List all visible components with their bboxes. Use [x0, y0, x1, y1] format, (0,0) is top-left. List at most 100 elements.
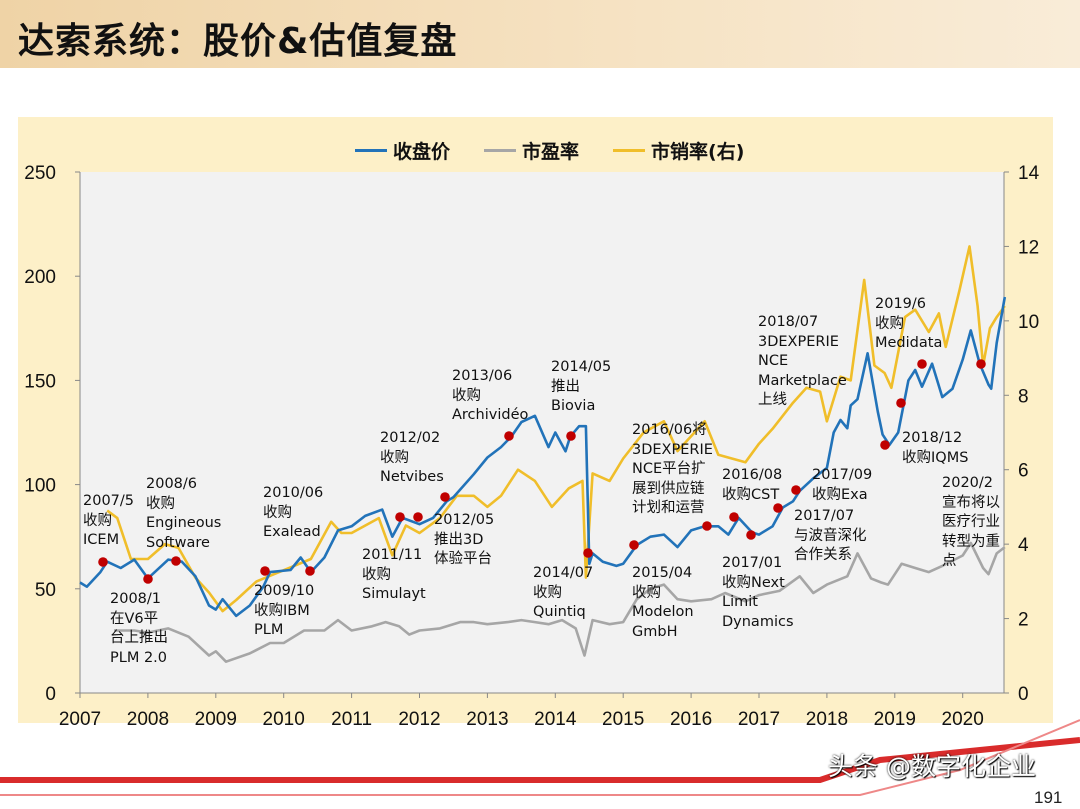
event-annotation-line: 转型为重	[942, 533, 1000, 550]
event-annotation: 2008/6 收购 Engineous Software	[146, 475, 221, 553]
event-marker	[98, 557, 108, 567]
event-annotation: 2014/05 推出 Biovia	[551, 358, 611, 417]
event-annotation-line: 收购	[362, 566, 391, 583]
x-tick-label: 2009	[195, 709, 237, 730]
event-marker	[629, 540, 639, 550]
event-annotation-line: 3DEXPERIE	[758, 333, 839, 350]
event-annotation-line: 医疗行业	[942, 514, 1000, 530]
event-annotation-line: 2015/04	[632, 565, 693, 581]
x-tick-label: 2020	[942, 709, 984, 730]
event-annotation-line: 2016/06将	[632, 422, 707, 438]
event-annotation-line: 收购	[632, 584, 661, 601]
event-annotation-line: 2014/05	[551, 359, 612, 375]
price-line	[79, 296, 1007, 618]
event-annotation-line: 点	[942, 553, 957, 569]
event-marker	[702, 521, 712, 531]
event-annotation-line: PLM	[254, 622, 284, 638]
legend: 收盘价 市盈率 市销率(右)	[355, 137, 744, 164]
event-annotation-line: PLM 2.0	[110, 649, 168, 666]
event-marker	[746, 530, 756, 540]
y-left-tick-label: 50	[35, 580, 56, 601]
event-marker	[583, 548, 593, 558]
event-annotation-line: Archividéo	[452, 407, 529, 423]
event-annotation: 2019/6 收购 Medidata	[875, 295, 942, 354]
event-annotation-line: 2020/2	[942, 475, 994, 491]
x-tick-label: 2016	[670, 709, 712, 730]
event-annotation: 2012/02 收购 Netvibes	[380, 429, 444, 488]
x-tick-label: 2010	[263, 709, 305, 730]
event-annotation-line: 在V6平	[110, 610, 159, 627]
y-left-tick-label: 250	[24, 163, 56, 184]
event-annotation-line: 合作关系	[794, 547, 852, 563]
event-annotation-line: Quintiq	[533, 604, 586, 620]
event-annotation-line: 2010/06	[263, 485, 324, 501]
y-right-tick-label: 0	[1018, 684, 1029, 705]
event-annotation: 2018/12 收购IQMS	[902, 429, 968, 468]
event-annotation-line: 计划和运营	[632, 500, 705, 516]
event-annotation-line: 2017/09	[812, 467, 873, 483]
event-annotation-line: Netvibes	[380, 469, 444, 485]
event-annotation-line: 收购	[452, 387, 481, 404]
event-annotation: 2017/01 收购Next Limit Dynamics	[722, 554, 794, 632]
event-annotation-line: NCE平台扩	[632, 461, 706, 477]
event-marker	[566, 431, 576, 441]
event-annotation: 2012/05 推出3D 体验平台	[434, 511, 494, 570]
event-annotation-line: 收购IQMS	[902, 449, 969, 466]
x-tick-label: 2013	[466, 709, 508, 730]
event-annotation-line: 展到供应链	[632, 480, 705, 497]
event-marker	[773, 503, 783, 513]
event-annotation-line: 与波音深化	[794, 527, 867, 544]
event-marker	[413, 512, 423, 522]
event-annotation-line: 收购	[263, 504, 292, 521]
y-right-tick-label: 14	[1018, 163, 1040, 184]
event-annotation-line: 收购Exa	[812, 486, 868, 503]
legend-label: 市销率(右)	[651, 141, 745, 163]
event-annotation-line: ICEM	[83, 532, 120, 548]
event-annotation: 2018/07 3DEXPERIE NCE Marketplace 上线	[758, 313, 847, 411]
event-annotation-line: 收购	[380, 449, 409, 466]
x-tick-label: 2018	[806, 709, 848, 730]
watermark: 头条 @数字化企业	[828, 752, 1036, 781]
event-annotation-line: 2008/6	[146, 476, 198, 492]
event-annotation: 2008/1 在V6平 台上推出 PLM 2.0	[110, 590, 168, 668]
event-annotation-line: 2014/07	[533, 565, 594, 581]
y-left-tick-label: 150	[24, 371, 56, 392]
event-annotation-line: 上线	[758, 392, 787, 408]
event-annotation-line: 2012/05	[434, 512, 495, 528]
event-annotation-line: 体验平台	[434, 551, 492, 567]
y-right-tick-label: 8	[1018, 386, 1029, 407]
page-number: 191	[1034, 788, 1063, 807]
legend-swatch-price	[355, 149, 387, 152]
event-annotation-line: 收购	[83, 512, 112, 529]
event-marker	[305, 566, 315, 576]
event-annotation: 2016/08 收购CST	[722, 466, 782, 505]
legend-item-pe: 市盈率	[484, 137, 579, 164]
event-annotation: 2017/09 收购Exa	[812, 466, 872, 505]
event-annotation: 2010/06 收购 Exalead	[263, 484, 323, 543]
event-annotation-line: Engineous	[146, 515, 222, 531]
event-annotation: 2011/11 收购 Simulayt	[362, 546, 426, 605]
event-annotation: 2007/5 收购 ICEM	[83, 492, 134, 551]
event-annotation-line: Modelon	[632, 604, 694, 620]
event-annotation-line: Dynamics	[722, 613, 794, 630]
event-annotation-line: 2018/07	[758, 314, 819, 330]
x-tick-label: 2007	[59, 709, 101, 730]
event-annotation-line: 2012/02	[380, 430, 441, 446]
page-title: 达索系统：股价&估值复盘	[18, 21, 458, 62]
y-right-tick-label: 4	[1018, 535, 1029, 556]
event-annotation-line: 2019/6	[875, 296, 927, 312]
event-annotation-line: 收购	[533, 584, 562, 601]
event-marker	[171, 556, 181, 566]
event-annotation-line: Software	[146, 534, 210, 551]
event-marker	[440, 492, 450, 502]
event-annotation-line: 2008/1	[110, 591, 162, 607]
event-annotation: 2014/07 收购 Quintiq	[533, 564, 593, 623]
event-annotation-line: 收购	[875, 315, 904, 332]
y-left-tick-label: 0	[45, 684, 56, 705]
event-annotation-line: Marketplace	[758, 372, 847, 389]
x-tick-label: 2015	[602, 709, 644, 730]
event-annotation-line: 2018/12	[902, 430, 963, 446]
event-annotation-line: 收购CST	[722, 486, 780, 503]
event-annotation: 2013/06 收购 Archividéo	[452, 367, 528, 426]
